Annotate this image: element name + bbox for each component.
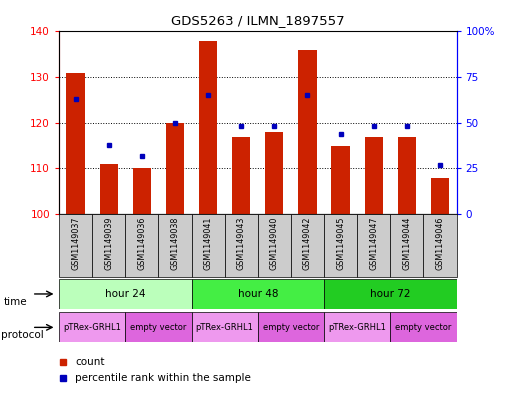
Text: GSM1149039: GSM1149039: [104, 217, 113, 270]
Text: GSM1149036: GSM1149036: [137, 217, 146, 270]
Bar: [191, 279, 324, 309]
Text: GSM1149043: GSM1149043: [236, 217, 246, 270]
Bar: [100, 164, 118, 214]
Text: pTRex-GRHL1: pTRex-GRHL1: [328, 323, 386, 332]
Bar: [324, 279, 457, 309]
Bar: [232, 136, 250, 214]
Bar: [299, 50, 317, 214]
Bar: [365, 136, 383, 214]
Bar: [125, 312, 191, 342]
Bar: [258, 312, 324, 342]
Bar: [331, 146, 350, 214]
Bar: [258, 214, 291, 277]
Bar: [59, 214, 92, 277]
Bar: [191, 214, 225, 277]
Bar: [133, 169, 151, 214]
Text: GSM1149046: GSM1149046: [436, 217, 444, 270]
Text: GSM1149038: GSM1149038: [170, 217, 180, 270]
Bar: [357, 214, 390, 277]
Bar: [390, 312, 457, 342]
Text: percentile rank within the sample: percentile rank within the sample: [75, 373, 251, 383]
Bar: [166, 123, 184, 214]
Bar: [125, 214, 159, 277]
Text: empty vector: empty vector: [395, 323, 451, 332]
Text: protocol: protocol: [1, 330, 44, 340]
Bar: [191, 312, 258, 342]
Bar: [67, 73, 85, 214]
Text: pTRex-GRHL1: pTRex-GRHL1: [63, 323, 121, 332]
Bar: [92, 214, 125, 277]
Text: empty vector: empty vector: [263, 323, 319, 332]
Text: GSM1149040: GSM1149040: [270, 217, 279, 270]
Text: hour 48: hour 48: [238, 289, 278, 299]
Bar: [390, 214, 423, 277]
Text: GSM1149047: GSM1149047: [369, 217, 378, 270]
Bar: [159, 214, 191, 277]
Text: count: count: [75, 357, 105, 367]
Text: GSM1149041: GSM1149041: [204, 217, 212, 270]
Bar: [199, 40, 217, 214]
Bar: [398, 136, 416, 214]
Text: pTRex-GRHL1: pTRex-GRHL1: [196, 323, 253, 332]
Bar: [225, 214, 258, 277]
Text: hour 24: hour 24: [105, 289, 146, 299]
Text: hour 72: hour 72: [370, 289, 410, 299]
Text: time: time: [4, 297, 28, 307]
Bar: [265, 132, 284, 214]
Title: GDS5263 / ILMN_1897557: GDS5263 / ILMN_1897557: [171, 15, 345, 28]
Bar: [423, 214, 457, 277]
Bar: [324, 214, 357, 277]
Text: GSM1149045: GSM1149045: [336, 217, 345, 270]
Bar: [324, 312, 390, 342]
Text: empty vector: empty vector: [130, 323, 187, 332]
Bar: [59, 312, 125, 342]
Text: GSM1149042: GSM1149042: [303, 217, 312, 270]
Bar: [431, 178, 449, 214]
Bar: [291, 214, 324, 277]
Text: GSM1149037: GSM1149037: [71, 217, 80, 270]
Text: GSM1149044: GSM1149044: [402, 217, 411, 270]
Bar: [59, 279, 191, 309]
